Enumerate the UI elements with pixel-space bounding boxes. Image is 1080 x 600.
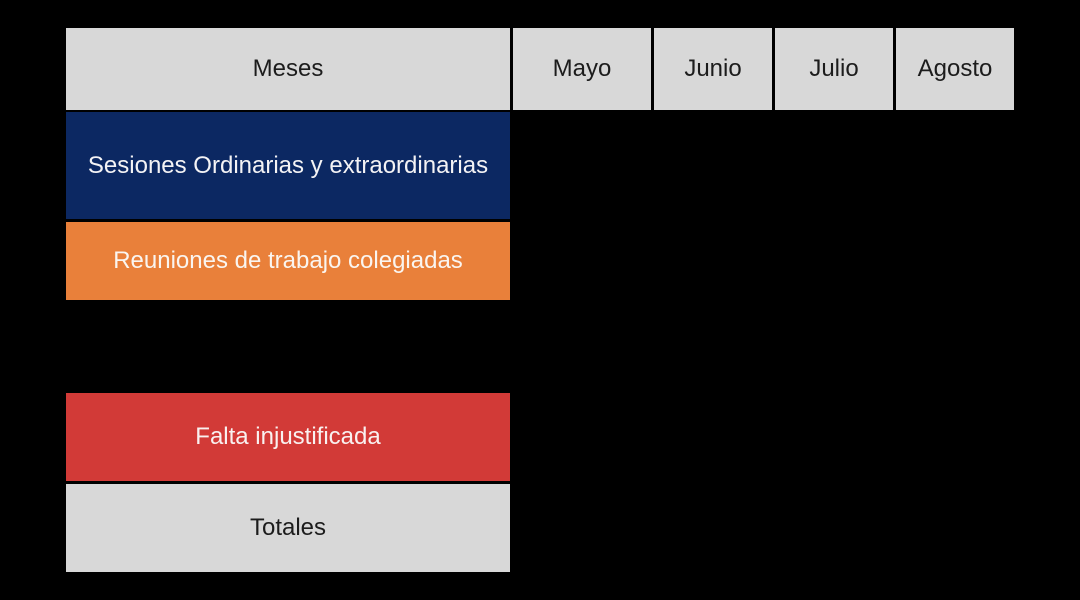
- row-falta-injustificada: Falta injustificada: [66, 393, 510, 481]
- row-totales-label: Totales: [249, 514, 327, 541]
- header-cell-meses: Meses: [66, 28, 510, 110]
- header-junio-label: Junio: [684, 55, 742, 82]
- row-sesiones-ordinarias: Sesiones Ordinarias y extraordinarias: [66, 112, 510, 219]
- row-falta-injustificada-label: Falta injustificada: [195, 423, 381, 450]
- row-totales: Totales: [66, 484, 510, 572]
- row-sesiones-ordinarias-label: Sesiones Ordinarias y extraordinarias: [87, 151, 489, 179]
- header-mayo-label: Mayo: [552, 55, 612, 82]
- row-reuniones-trabajo: Reuniones de trabajo colegiadas: [66, 222, 510, 300]
- row-reuniones-trabajo-label: Reuniones de trabajo colegiadas: [113, 247, 463, 274]
- header-cell-mayo: Mayo: [513, 28, 651, 110]
- header-julio-label: Julio: [809, 55, 859, 82]
- header-meses-label: Meses: [252, 55, 324, 82]
- header-agosto-label: Agosto: [917, 55, 993, 82]
- header-cell-julio: Julio: [775, 28, 893, 110]
- header-cell-agosto: Agosto: [896, 28, 1014, 110]
- header-cell-junio: Junio: [654, 28, 772, 110]
